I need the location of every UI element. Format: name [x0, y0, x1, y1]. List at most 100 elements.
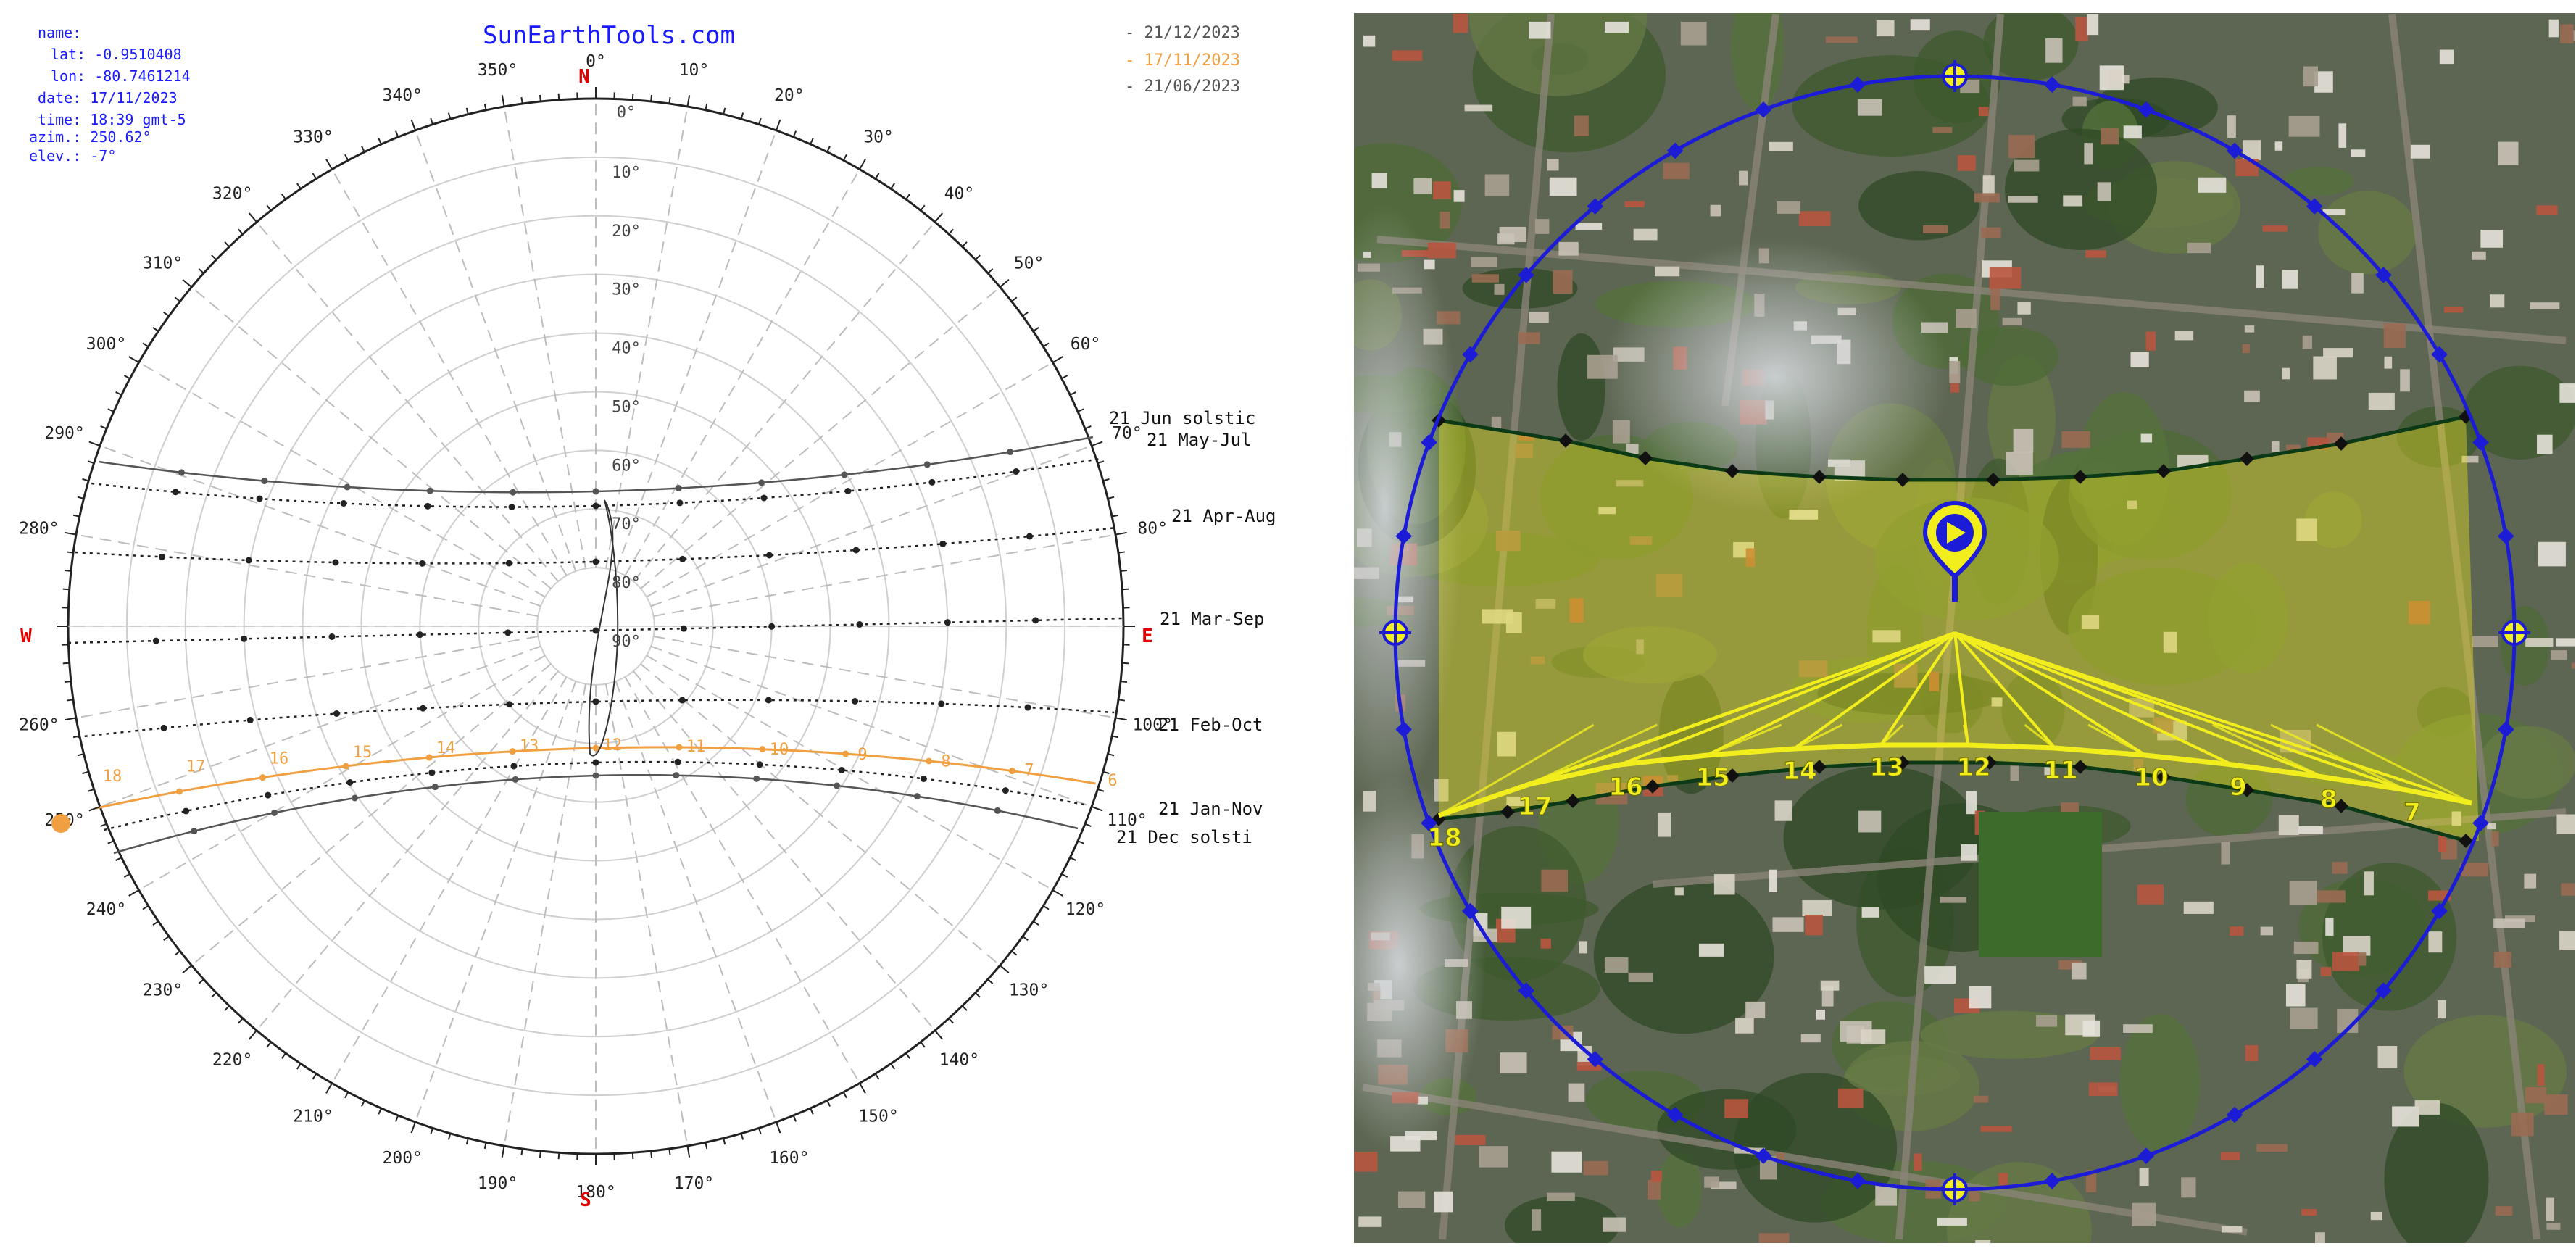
building	[1529, 21, 1551, 39]
sun-ray	[1953, 632, 1969, 746]
building	[1674, 887, 1684, 896]
path-vertex	[1645, 779, 1660, 794]
azimuth-label: 190°	[478, 1174, 518, 1193]
azimuth-tick	[238, 228, 244, 235]
azimuth-tick	[100, 823, 107, 828]
building	[1615, 480, 1644, 487]
building	[2097, 182, 2111, 201]
building	[2525, 638, 2554, 647]
building	[1774, 800, 1792, 821]
vegetation	[1733, 1073, 1898, 1223]
building	[2063, 195, 2083, 207]
elevation-label: 60°	[612, 457, 641, 475]
hour-dot	[332, 559, 339, 566]
hour-dot	[926, 757, 933, 765]
hour-dot	[509, 748, 516, 755]
azimuth-tick	[248, 212, 257, 223]
azimuth-line	[646, 655, 1053, 891]
elevation-label: 50°	[612, 398, 641, 416]
building	[2008, 135, 2035, 159]
hour-dot	[191, 828, 198, 835]
building	[2137, 884, 2164, 905]
hour-dot	[675, 485, 682, 492]
building	[2187, 242, 2211, 254]
azimuth-tick	[266, 204, 272, 211]
vegetation	[2185, 761, 2272, 838]
azimuth-label: 260°	[19, 715, 59, 734]
building	[1949, 361, 1961, 383]
azimuth-tick	[1122, 588, 1129, 591]
building	[1876, 20, 1895, 37]
sun-ray	[1792, 631, 1956, 750]
azimuth-tick	[520, 97, 523, 104]
building	[2332, 952, 2359, 971]
hour-dot	[1032, 617, 1039, 624]
building	[1569, 598, 1584, 623]
building	[1636, 639, 1644, 655]
hour-dot	[1013, 468, 1020, 475]
azimuth-marker	[1755, 101, 1772, 118]
vegetation	[2119, 1013, 2201, 1152]
azimuth-label: 220°	[212, 1051, 252, 1070]
legend-entry-jun: - 21/06/2023	[1125, 78, 1240, 96]
azimuth-tick	[447, 1133, 452, 1140]
azimuth-tick	[281, 1052, 286, 1059]
vegetation	[2005, 128, 2158, 250]
building	[1698, 943, 1724, 957]
azimuth-tick	[1052, 356, 1063, 363]
building	[2006, 452, 2033, 475]
building	[2571, 662, 2575, 669]
vegetation	[2001, 670, 2065, 751]
building	[2127, 500, 2137, 510]
building	[2108, 69, 2122, 87]
building	[2072, 96, 2087, 107]
building	[2244, 325, 2255, 333]
brand-title[interactable]: SunEarthTools.com	[483, 21, 735, 50]
info-lon: lon: -80.7461214	[51, 67, 191, 85]
azimuth-tick	[100, 425, 107, 430]
building	[1484, 174, 1510, 196]
building	[2086, 14, 2099, 36]
azimuth-tick	[1091, 806, 1103, 812]
building	[1558, 241, 1579, 256]
path-vertex	[1812, 760, 1827, 774]
building	[2230, 926, 2244, 936]
azimuth-tick	[344, 154, 349, 161]
path-vertex	[1895, 473, 1910, 487]
satellite-map[interactable]: 18 17 16 15 14 13 12 11 10 9 8 7	[1296, 0, 2576, 1259]
azimuth-tick	[1122, 662, 1129, 665]
azimuth-label: 290°	[44, 424, 84, 443]
building	[2493, 918, 2525, 928]
building	[2472, 636, 2498, 647]
building	[2525, 1086, 2546, 1104]
azimuth-tick	[874, 1073, 880, 1080]
azimuth-tick	[686, 1145, 691, 1158]
azimuth-tick	[128, 889, 140, 897]
azimuth-tick	[723, 1138, 726, 1145]
hour-dot	[841, 471, 848, 478]
building	[2546, 1197, 2554, 1221]
path-vertex	[1725, 768, 1740, 783]
azimuth-line	[653, 533, 1116, 617]
azimuth-tick	[296, 183, 302, 190]
azimuth-tick	[211, 254, 217, 261]
building	[1482, 609, 1513, 624]
building	[1820, 980, 1840, 991]
azimuth-tick	[82, 478, 89, 482]
building	[1354, 1152, 1378, 1172]
summer-path-line	[1438, 415, 2467, 482]
azimuth-marker	[2497, 528, 2514, 544]
hour-dot	[344, 483, 351, 491]
hour-dot	[834, 782, 841, 789]
building	[1655, 573, 1683, 597]
hour-dot	[592, 502, 599, 510]
hour-dot	[765, 552, 773, 559]
building	[2537, 434, 2553, 454]
location-pin-icon[interactable]	[1922, 501, 1987, 602]
azimuth-tick	[740, 1133, 744, 1140]
azimuth-label: 330°	[293, 128, 333, 147]
building	[2364, 871, 2374, 896]
hour-dot	[416, 631, 423, 639]
building	[2101, 128, 2119, 145]
azimuth-tick	[67, 699, 74, 702]
